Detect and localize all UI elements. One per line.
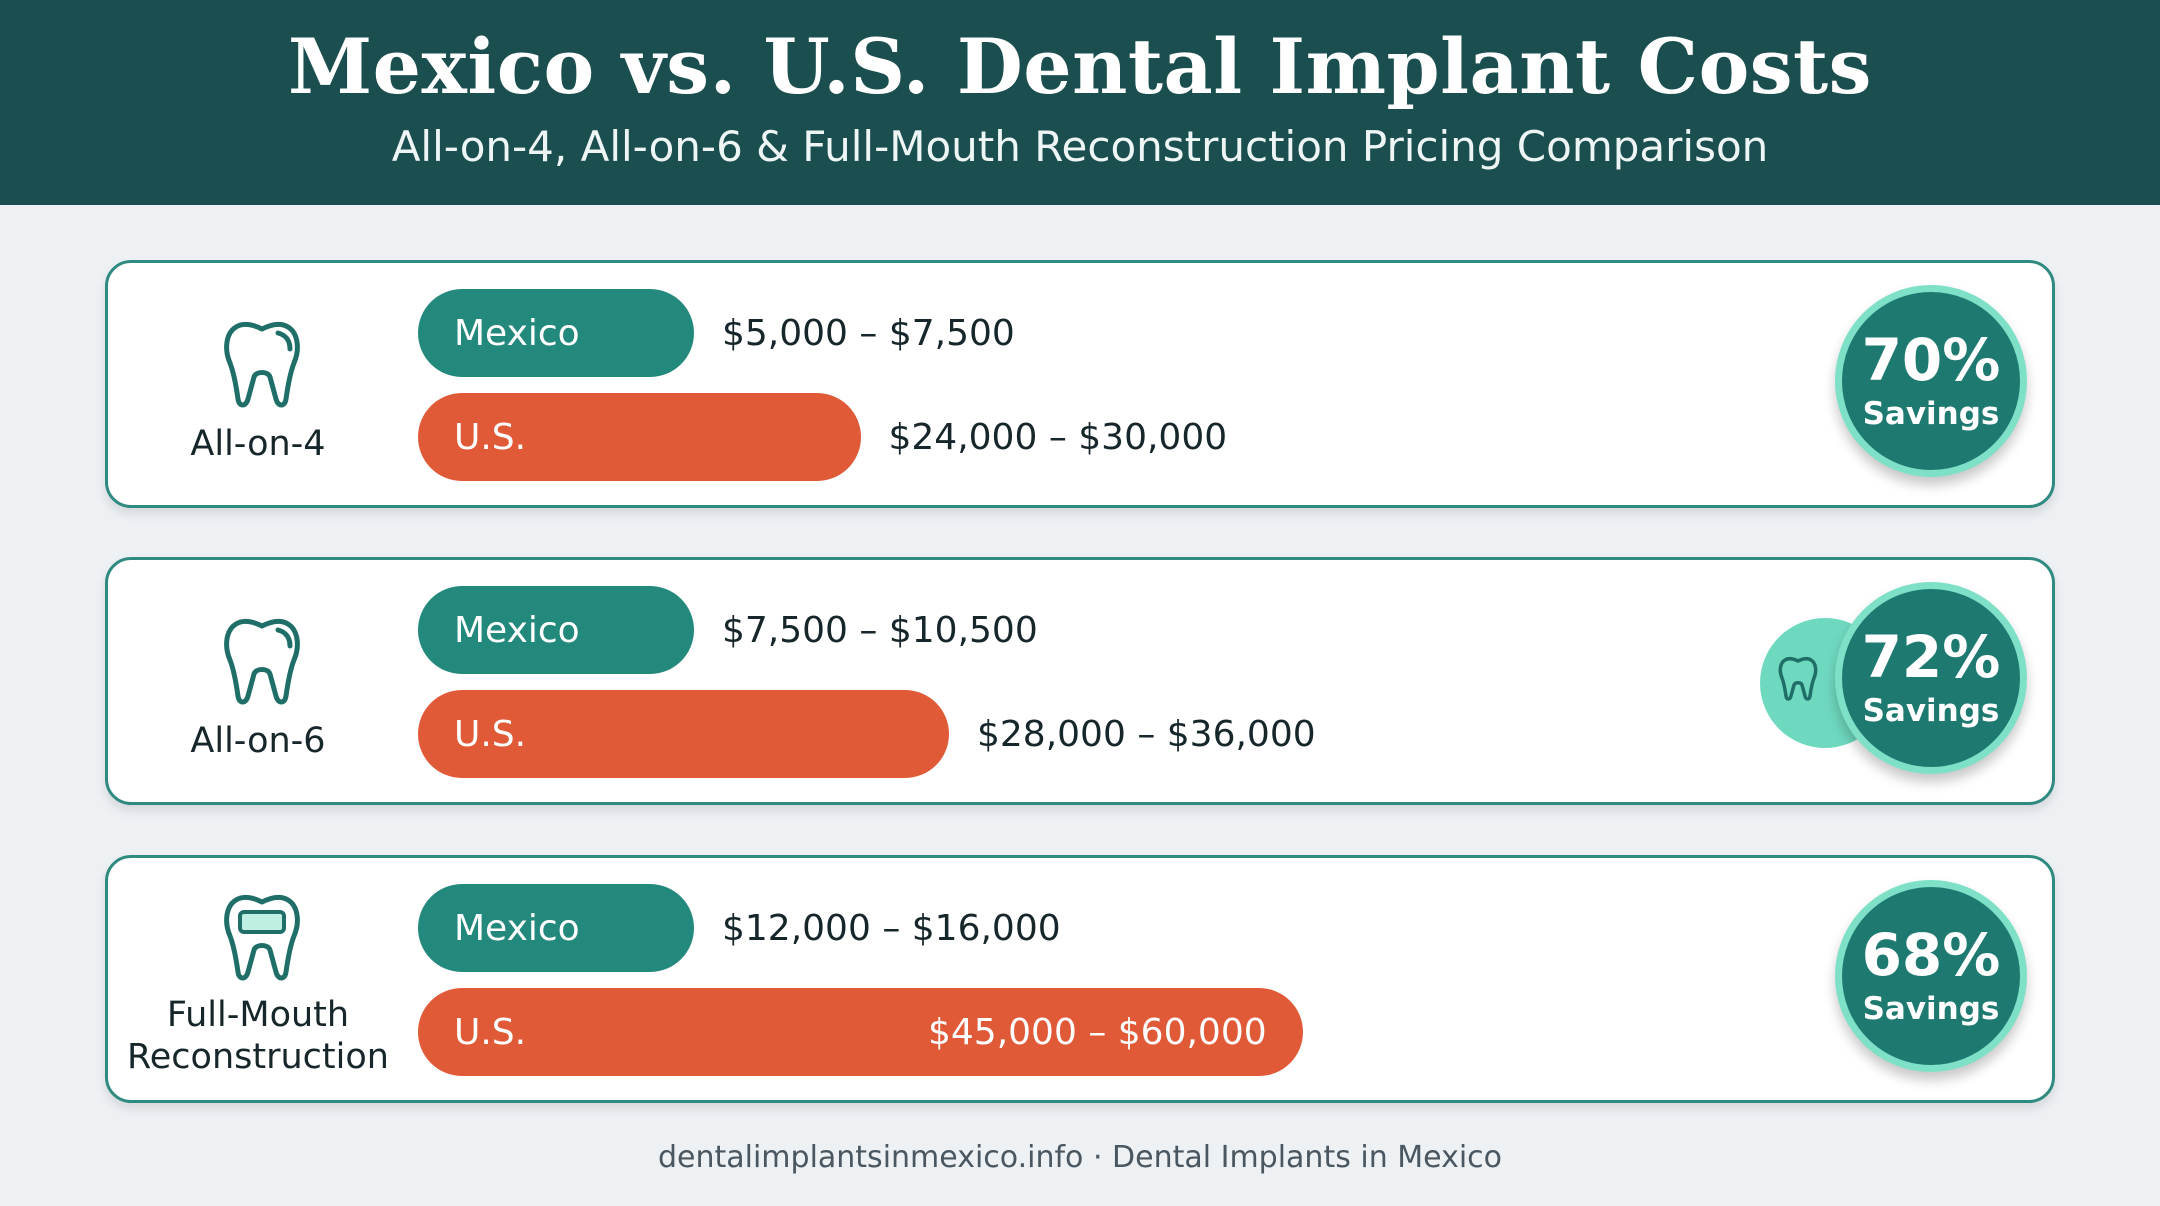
bar-mexico-1: Mexico	[418, 586, 694, 674]
bar-series-label: U.S.	[454, 1011, 527, 1053]
page-subtitle: All-on-4, All-on-6 & Full-Mouth Reconstr…	[391, 122, 1769, 171]
category-label: All-on-6	[190, 721, 326, 761]
savings-badge: 68% Savings	[1835, 880, 2027, 1072]
category-label-line: Full-Mouth Reconstruction	[127, 995, 389, 1077]
category-label: Full-Mouth Reconstruction	[108, 994, 408, 1078]
savings-percent: 70%	[1861, 326, 2001, 394]
tooth-icon	[224, 618, 300, 705]
bar-us-2: U.S.	[418, 988, 1303, 1076]
bar-mexico-0: Mexico	[418, 289, 694, 377]
tooth-bridge-icon	[224, 894, 300, 981]
comparison-card-all-on-6: All-on-6 Mexico $7,500 – $10,500 U.S. $2…	[105, 557, 2055, 805]
bar-series-label: Mexico	[454, 609, 580, 651]
range-label-us-1: $28,000 – $36,000	[977, 713, 1316, 755]
range-label-mexico-2: $12,000 – $16,000	[722, 907, 1061, 949]
category-label: All-on-4	[190, 424, 326, 464]
savings-percent: 72%	[1861, 623, 2001, 691]
savings-percent: 68%	[1861, 921, 2001, 989]
bar-series-label: U.S.	[454, 416, 527, 458]
tooth-icon	[224, 321, 300, 408]
bar-us-1: U.S.	[418, 690, 949, 778]
savings-label: Savings	[1862, 693, 2000, 729]
comparison-card-all-on-4: All-on-4 Mexico $5,000 – $7,500 U.S. $24…	[105, 260, 2055, 508]
range-label-us-0: $24,000 – $30,000	[888, 416, 1228, 458]
bar-us-0: U.S.	[418, 393, 861, 481]
comparison-card-full-mouth: Full-Mouth Reconstruction Mexico $12,000…	[105, 855, 2055, 1103]
range-label-mexico-0: $5,000 – $7,500	[722, 312, 1015, 354]
bar-series-label: U.S.	[454, 713, 527, 755]
bar-mexico-2: Mexico	[418, 884, 694, 972]
range-label-us-2: $45,000 – $60,000	[928, 1011, 1267, 1053]
header-banner: Mexico vs. U.S. Dental Implant Costs All…	[0, 0, 2160, 205]
savings-badge: 72% Savings	[1835, 582, 2027, 774]
bar-series-label: Mexico	[454, 907, 580, 949]
bar-series-label: Mexico	[454, 312, 580, 354]
savings-badge: 70% Savings	[1835, 285, 2027, 477]
savings-label: Savings	[1862, 991, 2000, 1027]
range-label-mexico-1: $7,500 – $10,500	[722, 609, 1038, 651]
savings-label: Savings	[1862, 396, 2000, 432]
page-title: Mexico vs. U.S. Dental Implant Costs	[288, 22, 1872, 111]
tooth-icon	[1778, 656, 1818, 701]
footer-source: dentalimplantsinmexico.info · Dental Imp…	[657, 1140, 1503, 1175]
